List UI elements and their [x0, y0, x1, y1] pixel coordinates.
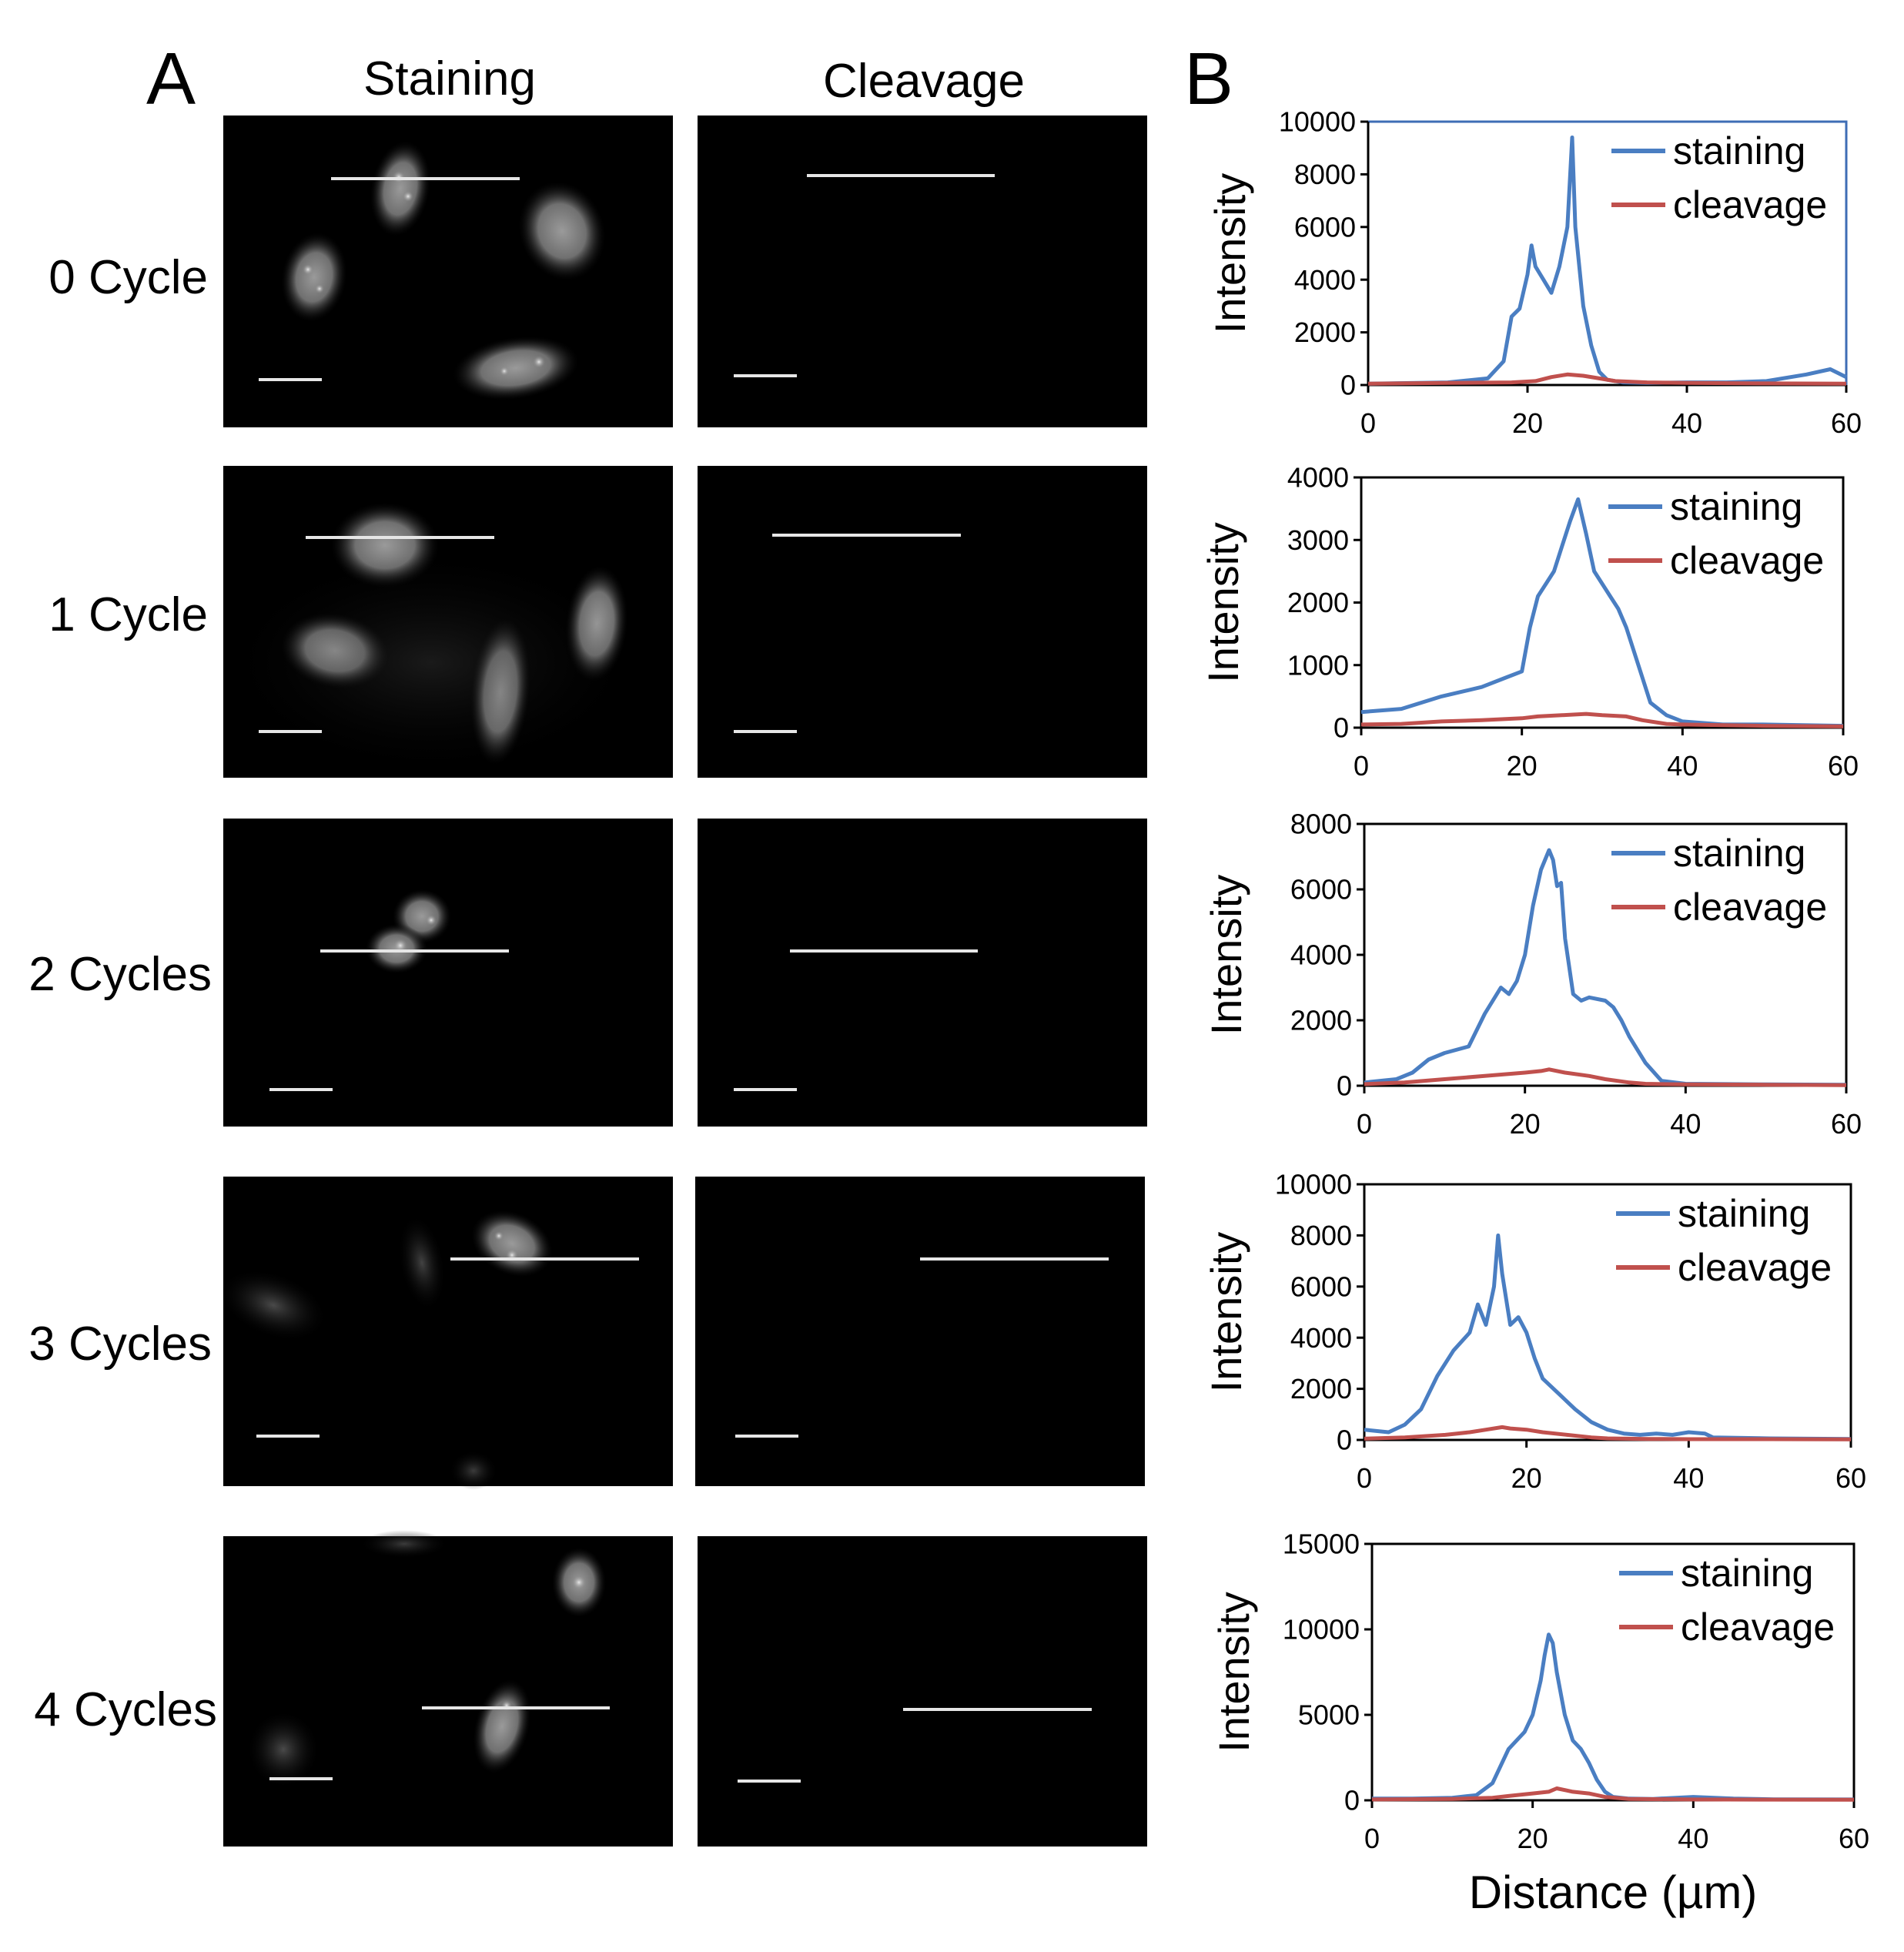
micrograph-cleavage-0-cycle [698, 116, 1147, 427]
chart-0-ytick-label: 4000 [1294, 264, 1356, 296]
chart-4-xtick-label: 0 [1364, 1823, 1380, 1854]
chart-0-xtick-label: 20 [1512, 407, 1543, 439]
chart-0-ytick-label: 10000 [1279, 106, 1356, 138]
column-header-cleavage: Cleavage [823, 55, 1025, 108]
chart-0-ylabel: Intensity [1206, 173, 1254, 334]
chart-4-ytick-label: 5000 [1298, 1699, 1360, 1731]
chart-0-ytick-label: 6000 [1294, 211, 1356, 243]
chart-4-xtick-label: 60 [1839, 1823, 1869, 1854]
row-label-3-cycles: 3 Cycles [28, 1318, 212, 1371]
chart-2-legend-label-staining: staining [1673, 832, 1805, 875]
chart-4-series-staining [1372, 1632, 1855, 1802]
chart-3-xtick-label: 60 [1835, 1462, 1866, 1494]
chart-3-ytick-label: 0 [1337, 1425, 1352, 1456]
chart-4-xlabel: Distance (µm) [1469, 1867, 1758, 1918]
panel-a-label: A [146, 38, 196, 120]
chart-1-xtick-label: 40 [1667, 750, 1698, 782]
chart-3-ytick-label: 10000 [1275, 1169, 1352, 1200]
chart-0-xtick-label: 60 [1831, 407, 1862, 439]
row-label-0-cycle: 0 Cycle [49, 251, 208, 304]
chart-1-ytick-label: 2000 [1287, 587, 1349, 618]
micrograph-staining-3-cycles [221, 1177, 673, 1490]
chart-0-series-staining [1367, 136, 1848, 386]
chart-1-ytick-label: 3000 [1287, 524, 1349, 556]
micrograph-cleavage-1-cycle [698, 466, 1147, 778]
micrograph-cleavage-2-cycles [698, 819, 1147, 1127]
chart-2-xtick-label: 20 [1510, 1108, 1541, 1140]
chart-3-ylabel: Intensity [1202, 1232, 1250, 1393]
chart-0-legend-label-staining: staining [1673, 129, 1805, 172]
chart-2-ytick-label: 6000 [1290, 874, 1352, 906]
row-label-4-cycles: 4 Cycles [34, 1683, 217, 1736]
chart-2-series-cleavage [1364, 1067, 1847, 1087]
chart-3-xtick-label: 40 [1673, 1462, 1704, 1494]
chart-1-ytick-label: 4000 [1287, 462, 1349, 494]
chart-3-ytick-label: 6000 [1290, 1271, 1352, 1302]
chart-3-xtick-label: 20 [1511, 1462, 1542, 1494]
chart-2-ylabel: Intensity [1202, 875, 1250, 1036]
chart-1-xtick-label: 20 [1507, 750, 1538, 782]
chart-0-ytick-label: 8000 [1294, 159, 1356, 190]
chart-4-legend-label-staining: staining [1681, 1552, 1813, 1595]
chart-2-ytick-label: 4000 [1290, 939, 1352, 971]
chart-3-legend-label-cleavage: cleavage [1678, 1246, 1832, 1289]
chart-3-xtick-label: 0 [1357, 1462, 1372, 1494]
chart-1-legend-label-cleavage: cleavage [1670, 539, 1824, 582]
chart-0: 0 2000 4000 6000 8000 10000 0 20 40 60 Intensity st… [1206, 106, 1862, 439]
chart-3: 0 2000 4000 6000 8000 10000 0 20 40 60 Intensity st… [1202, 1169, 1866, 1494]
chart-2-ytick-label: 2000 [1290, 1005, 1352, 1036]
row-label-2-cycles: 2 Cycles [28, 948, 212, 1001]
chart-1-series-staining [1360, 497, 1844, 728]
chart-0-xtick-label: 0 [1360, 407, 1376, 439]
micrograph-staining-4-cycles [223, 1530, 673, 1847]
chart-4-ylabel: Intensity [1210, 1592, 1258, 1753]
micrograph-staining-2-cycles [223, 819, 673, 1127]
chart-1-ytick-label: 1000 [1287, 649, 1349, 681]
chart-1-series-cleavage [1360, 711, 1844, 728]
chart-2-legend-label-cleavage: cleavage [1673, 886, 1827, 929]
chart-3-series-cleavage [1364, 1425, 1852, 1441]
chart-3-ytick-label: 2000 [1290, 1373, 1352, 1405]
micrograph-staining-1-cycle [223, 466, 673, 778]
chart-0-ytick-label: 0 [1340, 370, 1356, 401]
chart-0-series-cleavage [1367, 372, 1847, 386]
chart-3-ytick-label: 8000 [1290, 1220, 1352, 1251]
panel-b-label: B [1184, 38, 1234, 120]
chart-0-ytick-label: 2000 [1294, 316, 1356, 348]
micrograph-cleavage-4-cycles [698, 1536, 1147, 1847]
chart-1-ytick-label: 0 [1333, 712, 1349, 744]
chart-3-series-staining [1364, 1233, 1852, 1441]
chart-4-ytick-label: 0 [1344, 1785, 1360, 1816]
chart-2-ytick-label: 8000 [1290, 809, 1352, 840]
chart-1-ylabel: Intensity [1199, 522, 1247, 683]
chart-2-ytick-label: 0 [1337, 1070, 1352, 1102]
chart-4-series-cleavage [1371, 1786, 1855, 1802]
chart-4-ytick-label: 10000 [1283, 1614, 1360, 1646]
chart-2-xtick-label: 0 [1357, 1108, 1372, 1140]
micrograph-cleavage-3-cycles [695, 1177, 1145, 1486]
chart-2: 0 2000 4000 6000 8000 0 20 40 60 Intensity stainin… [1202, 809, 1862, 1140]
chart-4-ytick-label: 15000 [1283, 1528, 1360, 1560]
chart-2-xtick-label: 60 [1831, 1108, 1862, 1140]
chart-0-legend-label-cleavage: cleavage [1673, 183, 1827, 226]
chart-1: 0 1000 2000 3000 4000 0 20 40 60 Intensity stainin… [1199, 462, 1859, 782]
chart-1-xtick-label: 60 [1828, 750, 1859, 782]
chart-1-legend-label-staining: staining [1670, 485, 1802, 528]
chart-4: 0 5000 10000 15000 0 20 40 60 Intensity Distance … [1210, 1528, 1869, 1918]
chart-3-legend-label-staining: staining [1678, 1192, 1810, 1235]
micrograph-staining-0-cycle [223, 116, 673, 427]
chart-1-xtick-label: 0 [1354, 750, 1369, 782]
chart-3-ytick-label: 4000 [1290, 1322, 1352, 1354]
chart-4-legend-label-cleavage: cleavage [1681, 1605, 1835, 1649]
row-label-1-cycle: 1 Cycle [49, 588, 208, 641]
column-header-staining: Staining [363, 52, 537, 105]
chart-2-xtick-label: 40 [1670, 1108, 1701, 1140]
chart-0-xtick-label: 40 [1671, 407, 1702, 439]
chart-4-xtick-label: 20 [1518, 1823, 1548, 1854]
chart-4-xtick-label: 40 [1678, 1823, 1708, 1854]
chart-2-series-staining [1364, 848, 1847, 1087]
